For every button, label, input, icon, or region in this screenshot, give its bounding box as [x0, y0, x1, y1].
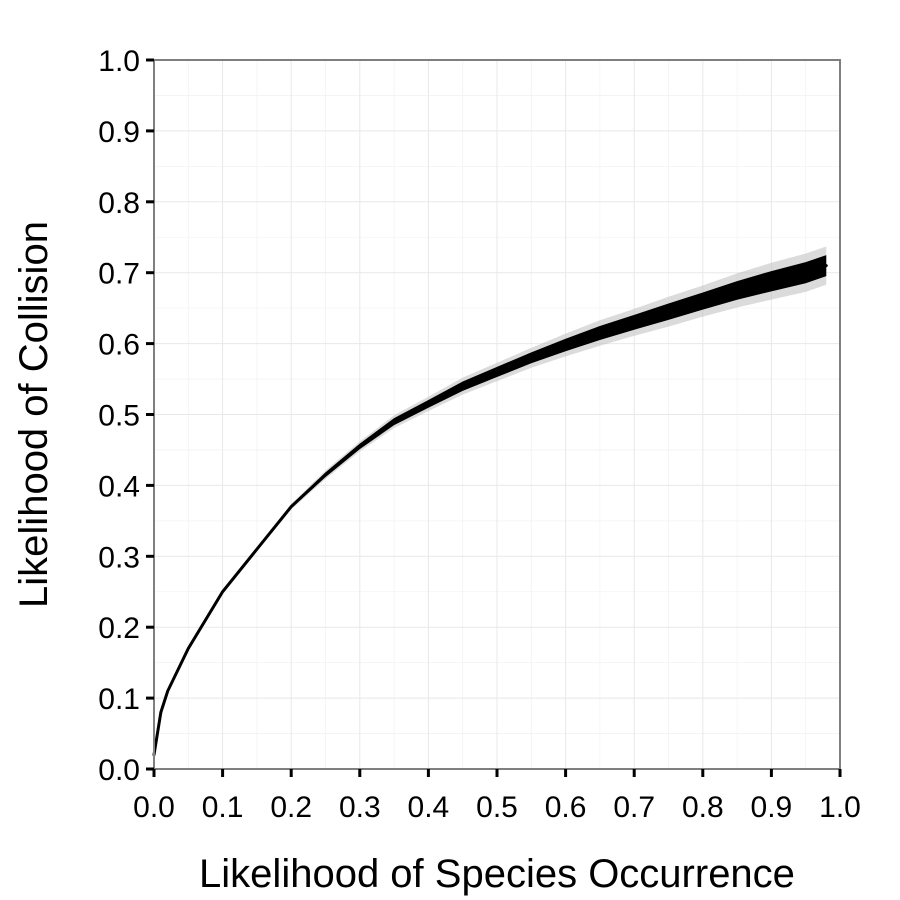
- x-axis-ticks: 0.0 0.1 0.2 0.3 0.4 0.5 0.6 0.7 0.8 0.9 1.0: [133, 769, 861, 824]
- collision-curve-line: [152, 264, 828, 757]
- y-axis-title: Likelihood of Collision: [12, 221, 56, 608]
- x-axis-title: Likelihood of Species Occurrence: [199, 852, 795, 896]
- y-tick-label: 0.6: [98, 329, 140, 362]
- x-tick-label: 0.8: [682, 791, 724, 824]
- x-tick-label: 0.3: [339, 791, 381, 824]
- curve-line-group: [152, 264, 828, 757]
- x-tick-label: 0.5: [476, 791, 518, 824]
- y-tick-label: 0.9: [98, 116, 140, 149]
- y-tick-label: 0.5: [98, 400, 140, 433]
- y-tick-label: 0.1: [98, 683, 140, 716]
- curve-core-band: [154, 255, 827, 755]
- y-tick-label: 1.0: [98, 45, 140, 78]
- y-tick-label: 0.4: [98, 470, 140, 503]
- y-tick-label: 0.8: [98, 187, 140, 220]
- x-tick-label: 0.1: [202, 791, 244, 824]
- y-tick-label: 0.3: [98, 541, 140, 574]
- x-tick-label: 0.0: [133, 791, 175, 824]
- x-tick-label: 0.4: [408, 791, 450, 824]
- x-tick-label: 1.0: [819, 791, 861, 824]
- x-tick-label: 0.6: [545, 791, 587, 824]
- y-tick-label: 0.0: [98, 754, 140, 787]
- x-tick-label: 0.9: [751, 791, 793, 824]
- x-tick-label: 0.7: [613, 791, 655, 824]
- curve-uncertainty-band: [154, 246, 827, 755]
- curve-band-group: [154, 246, 827, 755]
- y-tick-label: 0.7: [98, 258, 140, 291]
- x-tick-label: 0.2: [270, 791, 312, 824]
- y-axis-ticks: 0.0 0.1 0.2 0.3 0.4 0.5 0.6 0.7 0.8 0.9 1.0: [98, 45, 154, 787]
- y-tick-label: 0.2: [98, 612, 140, 645]
